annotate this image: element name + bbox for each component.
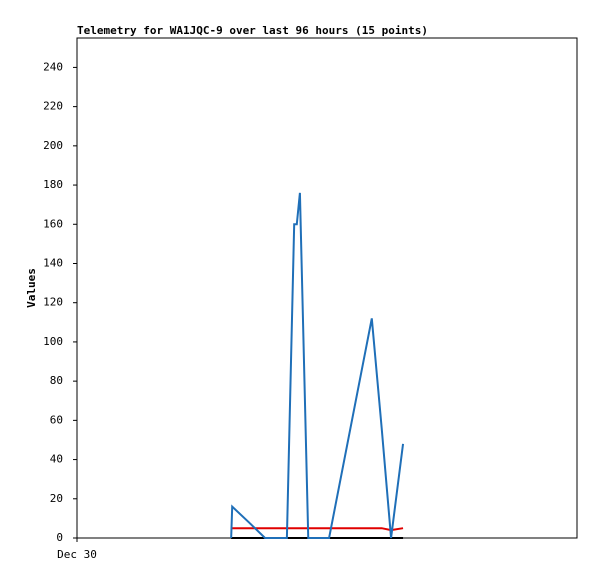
y-tick-label: 240	[43, 60, 63, 73]
y-tick-label: 180	[43, 178, 63, 191]
y-tick-label: 200	[43, 139, 63, 152]
y-tick-label: 60	[50, 413, 63, 426]
y-tick-label: 140	[43, 256, 63, 269]
y-tick-label: 120	[43, 296, 63, 309]
x-tick-label: Dec 30	[57, 548, 97, 561]
y-tick-label: 0	[56, 531, 63, 544]
series-line	[230, 192, 405, 539]
chart-title: Telemetry for WA1JQC-9 over last 96 hour…	[77, 24, 428, 37]
y-tick-label: 220	[43, 100, 63, 113]
y-tick-label: 20	[50, 492, 63, 505]
plot-frame	[76, 37, 578, 539]
y-tick-label: 100	[43, 335, 63, 348]
y-tick-label: 40	[50, 453, 63, 466]
y-axis-label: Values	[25, 268, 38, 308]
y-tick-label: 160	[43, 217, 63, 230]
y-tick-label: 80	[50, 374, 63, 387]
